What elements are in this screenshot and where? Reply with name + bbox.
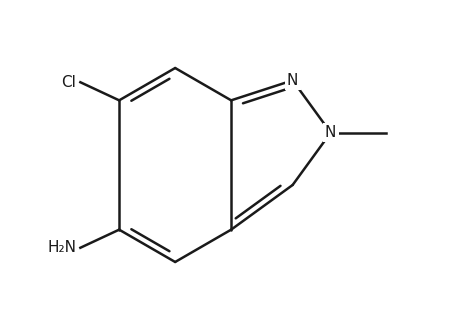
Text: H₂N: H₂N	[48, 240, 76, 255]
Text: N: N	[325, 125, 336, 140]
Text: N: N	[287, 73, 298, 88]
Text: Cl: Cl	[62, 75, 76, 90]
